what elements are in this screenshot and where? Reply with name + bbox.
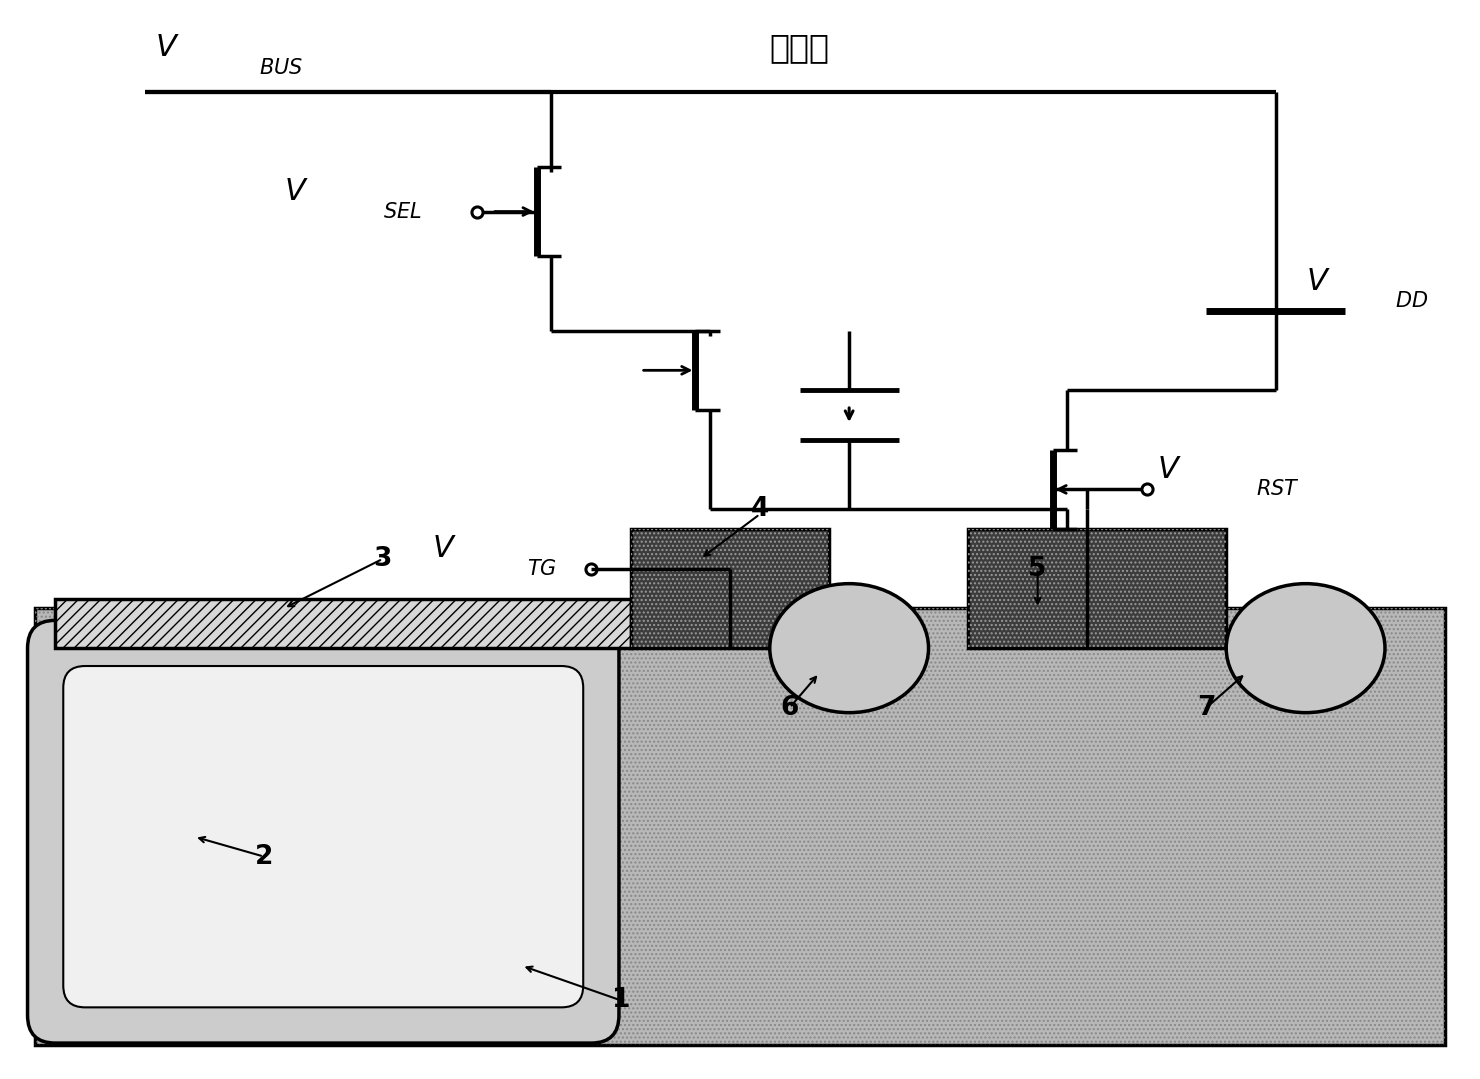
FancyBboxPatch shape <box>28 620 619 1043</box>
Text: $V$: $V$ <box>154 32 179 64</box>
Bar <box>630 529 829 648</box>
Text: 3: 3 <box>373 546 392 572</box>
Ellipse shape <box>1227 584 1385 712</box>
Text: $V$: $V$ <box>1305 265 1331 297</box>
Text: $V$: $V$ <box>432 533 457 564</box>
Text: 列总线: 列总线 <box>770 31 829 65</box>
Text: 5: 5 <box>1029 556 1046 582</box>
Bar <box>968 529 1227 648</box>
FancyBboxPatch shape <box>64 666 583 1008</box>
Text: 1: 1 <box>611 987 630 1013</box>
Text: 4: 4 <box>750 496 770 522</box>
Text: 2: 2 <box>255 844 272 870</box>
Text: $V$: $V$ <box>1157 454 1181 486</box>
Bar <box>55 599 630 648</box>
Ellipse shape <box>770 584 928 712</box>
Text: $\mathit{TG}$: $\mathit{TG}$ <box>527 559 556 578</box>
Bar <box>630 529 829 648</box>
Bar <box>36 609 1444 1046</box>
Text: $\mathit{RST}$: $\mathit{RST}$ <box>1257 479 1299 500</box>
Text: $\mathit{SEL}$: $\mathit{SEL}$ <box>383 202 422 221</box>
Text: 7: 7 <box>1197 695 1215 721</box>
Bar <box>968 529 1227 648</box>
Text: $\mathit{BUS}$: $\mathit{BUS}$ <box>259 57 303 78</box>
Text: $V$: $V$ <box>284 176 308 207</box>
Text: 6: 6 <box>780 695 799 721</box>
Bar <box>36 609 1444 1046</box>
Text: $\mathit{DD}$: $\mathit{DD}$ <box>1396 291 1428 311</box>
